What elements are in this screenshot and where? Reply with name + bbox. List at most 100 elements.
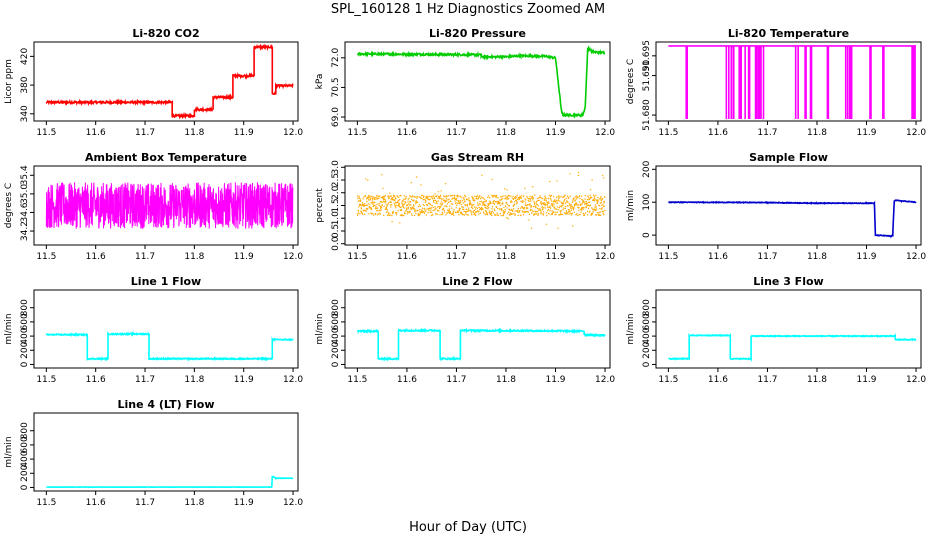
- series-point: [412, 206, 414, 209]
- series-point: [378, 202, 380, 205]
- series-point: [580, 209, 583, 211]
- series-point: [549, 210, 551, 212]
- y-tick-label: 70.5: [331, 77, 341, 97]
- series-point: [592, 199, 595, 201]
- series-point: [499, 202, 501, 204]
- y-tick-label: 51.695: [642, 40, 652, 71]
- series-point: [513, 197, 515, 200]
- series-point: [551, 210, 553, 212]
- series-point: [448, 198, 450, 200]
- x-tick-label: 11.9: [856, 252, 876, 262]
- x-tick-label: 11.7: [135, 128, 155, 138]
- plot-frame: [655, 165, 922, 246]
- series-point: [436, 213, 438, 215]
- series-point: [403, 211, 406, 213]
- series-point: [435, 200, 438, 203]
- series-point: [540, 211, 542, 213]
- series-point: [578, 195, 581, 197]
- series-point: [477, 202, 479, 204]
- y-tick-label: 0: [642, 361, 652, 367]
- series-point: [577, 174, 579, 177]
- series-point: [420, 184, 422, 186]
- series-point: [590, 196, 593, 199]
- series-point: [356, 195, 359, 197]
- series-point: [381, 204, 384, 206]
- series-point: [524, 202, 527, 204]
- series-point: [431, 205, 433, 207]
- series-point: [509, 212, 511, 214]
- series-point: [540, 209, 542, 211]
- series-point: [394, 212, 397, 214]
- x-tick-label: 11.8: [184, 498, 204, 508]
- series-point: [474, 199, 476, 201]
- series-point: [439, 214, 441, 216]
- series-point: [394, 205, 396, 208]
- x-tick-label: 11.8: [807, 375, 827, 385]
- series-point: [583, 207, 585, 209]
- series-point: [489, 200, 491, 202]
- series-point: [485, 204, 487, 207]
- series-point: [388, 197, 390, 199]
- series-point: [425, 200, 427, 202]
- series-point: [575, 202, 578, 204]
- series-point: [376, 214, 379, 216]
- series-point: [392, 212, 394, 215]
- series-point: [537, 214, 540, 216]
- series-point: [580, 208, 582, 210]
- series-point: [589, 194, 591, 197]
- x-tick-label: 11.7: [446, 375, 466, 385]
- series-point: [484, 213, 487, 216]
- series-point: [469, 200, 471, 202]
- series-point: [443, 196, 445, 198]
- series-point: [586, 210, 589, 213]
- series-point: [357, 214, 359, 217]
- series-point: [603, 205, 605, 207]
- series-point: [602, 203, 604, 205]
- series-point: [572, 200, 574, 202]
- series-point: [532, 199, 534, 201]
- series-point: [448, 210, 450, 212]
- series-point: [481, 174, 483, 176]
- x-tick-label: 11.7: [135, 498, 155, 508]
- series-point: [549, 195, 552, 198]
- y-tick-label: 0.5: [331, 224, 341, 238]
- series-line: [45, 43, 294, 120]
- series-point: [432, 195, 435, 197]
- panel-title: Li-820 Pressure: [429, 27, 526, 40]
- series-point: [438, 195, 440, 198]
- x-tick-label: 11.6: [86, 375, 106, 385]
- series-point: [400, 206, 402, 208]
- series-point: [563, 196, 566, 198]
- series-point: [379, 210, 381, 212]
- series-point: [596, 202, 598, 204]
- series-point: [513, 203, 516, 206]
- series-point: [405, 195, 407, 198]
- series-group: [45, 43, 294, 120]
- series-point: [517, 210, 519, 213]
- series-point: [536, 207, 539, 210]
- series-point: [576, 197, 579, 199]
- series-point: [373, 198, 376, 200]
- series-point: [526, 195, 528, 198]
- series-point: [524, 187, 526, 190]
- series-point: [541, 205, 543, 208]
- x-tick-label: 11.7: [135, 375, 155, 385]
- series-point: [487, 195, 490, 197]
- series-point: [409, 196, 411, 198]
- series-point: [469, 201, 471, 203]
- series-point: [572, 209, 575, 211]
- series-point: [385, 203, 387, 205]
- series-point: [440, 194, 442, 197]
- series-point: [527, 207, 529, 209]
- series-point: [582, 208, 584, 210]
- series-point: [585, 206, 588, 209]
- series-point: [569, 207, 572, 209]
- series-point: [371, 212, 374, 215]
- series-point: [535, 213, 538, 215]
- series-point: [591, 207, 593, 209]
- series-point: [367, 195, 370, 197]
- x-tick-label: 12.0: [906, 375, 926, 385]
- series-point: [448, 208, 451, 210]
- series-point: [603, 213, 605, 216]
- series-point: [512, 210, 514, 212]
